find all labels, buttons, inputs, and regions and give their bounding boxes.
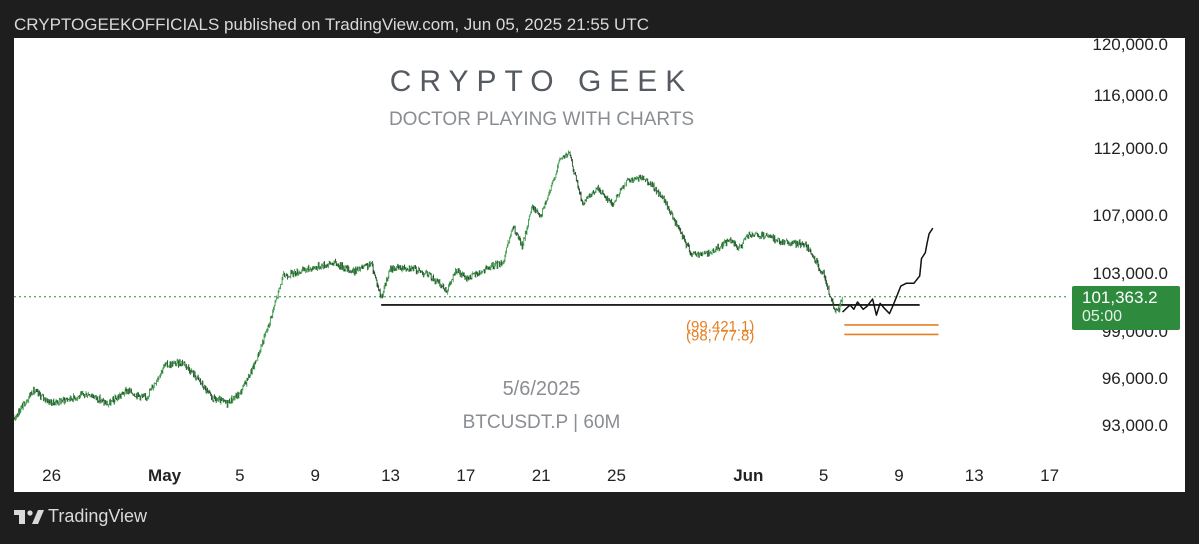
x-tick-label: 17	[1040, 466, 1059, 485]
x-tick-label: 25	[607, 466, 626, 485]
top-bar: CRYPTOGEEKOFFICIALS published on Trading…	[0, 0, 1199, 38]
x-tick-label: 9	[894, 466, 903, 485]
y-tick-label: 112,000.0	[1094, 139, 1168, 158]
bar-countdown: 05:00	[1082, 308, 1123, 325]
y-tick-label: 107,000.0	[1092, 206, 1168, 225]
projection-path	[841, 227, 934, 316]
watermark-title: CRYPTO GEEK	[389, 65, 694, 98]
x-tick-label: 9	[310, 466, 319, 485]
watermark-date: 5/6/2025	[502, 378, 581, 400]
x-tick-label: 17	[456, 466, 475, 485]
support-level-label: (99,421.1)	[686, 318, 754, 335]
y-tick-label: 93,000.0	[1102, 416, 1168, 435]
x-tick-label: 13	[965, 466, 984, 485]
price-chart[interactable]: 26 May 5 9 13 17 21 25 Jun 5 9 13 17 120,000.0 116,000…	[14, 38, 1185, 492]
current-price-tag: 101,363.2 05:00	[1072, 286, 1180, 330]
x-tick-label: 5	[819, 466, 828, 485]
tradingview-logo-icon[interactable]	[14, 508, 44, 526]
y-tick-label: 116,000.0	[1094, 86, 1168, 105]
watermark-subtitle: DOCTOR PLAYING WITH CHARTS	[388, 109, 695, 130]
bottom-bar: TradingView	[0, 492, 1199, 544]
y-tick-label: 103,000.0	[1092, 264, 1168, 283]
x-tick-label: Jun	[733, 466, 763, 485]
y-tick-label: 96,000.0	[1102, 369, 1168, 388]
x-tick-label: 13	[381, 466, 400, 485]
x-tick-label: 26	[42, 466, 61, 485]
x-tick-label: 21	[532, 466, 551, 485]
y-tick-label: 120,000.0	[1092, 38, 1168, 54]
x-tick-label: May	[148, 466, 182, 485]
watermark-symbol: BTCUSDT.P | 60M	[462, 412, 621, 433]
chart-panel[interactable]: 26 May 5 9 13 17 21 25 Jun 5 9 13 17 120,000.0 116,000…	[14, 38, 1185, 492]
x-tick-label: 5	[235, 466, 244, 485]
support-level-label: (98,777.8)	[686, 327, 754, 344]
tradingview-brand[interactable]: TradingView	[48, 506, 148, 526]
published-text: CRYPTOGEEKOFFICIALS published on Trading…	[14, 15, 649, 34]
current-price-value: 101,363.2	[1082, 288, 1158, 307]
